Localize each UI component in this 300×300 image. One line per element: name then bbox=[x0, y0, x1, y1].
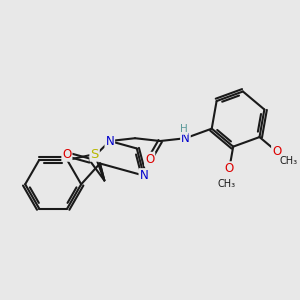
Text: O: O bbox=[225, 162, 234, 175]
Text: N: N bbox=[140, 169, 148, 182]
Text: N: N bbox=[105, 134, 114, 148]
Text: O: O bbox=[62, 148, 71, 161]
Text: CH₃: CH₃ bbox=[279, 156, 298, 167]
Text: O: O bbox=[272, 145, 281, 158]
Text: S: S bbox=[90, 148, 99, 161]
Text: CH₃: CH₃ bbox=[218, 179, 236, 189]
Text: O: O bbox=[145, 153, 154, 166]
Text: H: H bbox=[180, 124, 188, 134]
Text: N: N bbox=[181, 132, 190, 145]
